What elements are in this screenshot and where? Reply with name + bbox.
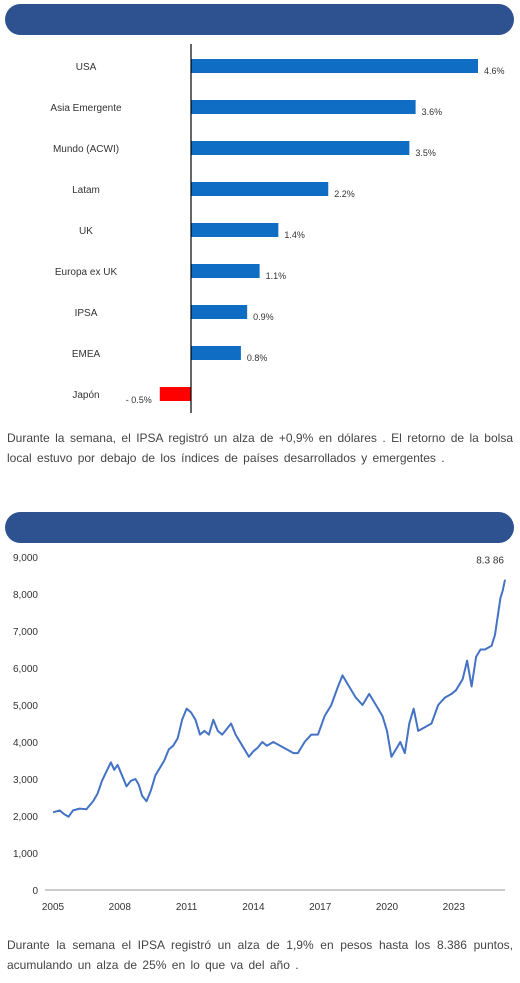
bar (191, 305, 248, 319)
end-value-label: 8.3 86 (476, 556, 504, 567)
x-tick-label: 2017 (309, 902, 332, 913)
category-label: USA (76, 62, 97, 73)
x-tick-label: 2023 (443, 902, 466, 913)
weekly-return-commentary: Durante la semana, el IPSA registró un a… (7, 431, 513, 465)
y-tick-label: 2,000 (13, 812, 38, 823)
section-title-unit: (% en USD) (31, 73, 112, 90)
data-label: 0.9% (253, 312, 274, 322)
section-header-historical: Evolución histórica IPSA ( pts ) (5, 512, 514, 598)
x-tick-label: 2014 (242, 902, 265, 913)
data-label: 3.5% (415, 148, 436, 158)
category-label: EMEA (72, 349, 101, 360)
section-title: Retorno semanal (35, 42, 164, 59)
y-tick-label: 5,000 (13, 701, 38, 712)
category-label: IPSA (75, 308, 98, 319)
x-tick-label: 2005 (42, 902, 65, 913)
data-label: 4.6% (484, 66, 505, 76)
ipsa-series-line (52, 579, 506, 818)
y-tick-label: 7,000 (13, 627, 38, 638)
bar (191, 223, 279, 237)
data-label: - 0.5% (126, 395, 152, 405)
data-label: 0.8% (247, 353, 268, 363)
section-header-weekly-return: Retorno semanal (% en USD) (5, 4, 514, 90)
y-tick-label: 1,000 (13, 849, 38, 860)
bar (191, 346, 241, 360)
y-tick-label: 6,000 (13, 664, 38, 675)
y-tick-label: 9,000 (13, 553, 38, 564)
data-label: 3.6% (422, 107, 443, 117)
y-tick-label: 0 (32, 886, 38, 897)
section-title: Evolución histórica (39, 550, 165, 567)
ipsa-history-line-chart: 0 1,000 2,000 3,000 4,000 5,000 6,000 7,000 8,00… (13, 553, 506, 913)
ipsa-commentary: Durante la semana el IPSA registró un al… (7, 938, 513, 972)
weekly-return-bar-chart: USA 4.6% Asia Emergente 3.6% Mundo (ACWI) 3.5… (50, 44, 505, 413)
category-label: Europa ex UK (55, 267, 118, 278)
bar (191, 59, 478, 73)
data-label: 1.1% (266, 271, 287, 281)
category-label: Japón (72, 390, 99, 401)
category-label: UK (79, 226, 93, 237)
y-tick-label: 4,000 (13, 738, 38, 749)
bar (159, 387, 191, 401)
bar (191, 100, 416, 114)
y-tick-label: 3,000 (13, 775, 38, 786)
x-tick-label: 2008 (109, 902, 132, 913)
bar (191, 141, 410, 155)
x-tick-label: 2011 (176, 902, 198, 913)
bar (191, 182, 329, 196)
data-label: 2.2% (334, 189, 355, 199)
y-tick-label: 8,000 (13, 590, 38, 601)
category-label: Asia Emergente (50, 103, 122, 114)
x-tick-label: 2020 (376, 902, 399, 913)
data-label: 1.4% (284, 230, 305, 240)
bar (191, 264, 260, 278)
category-label: Latam (72, 185, 100, 196)
category-label: Mundo (ACWI) (53, 144, 119, 155)
section-title-unit: IPSA ( pts ) (45, 581, 122, 598)
